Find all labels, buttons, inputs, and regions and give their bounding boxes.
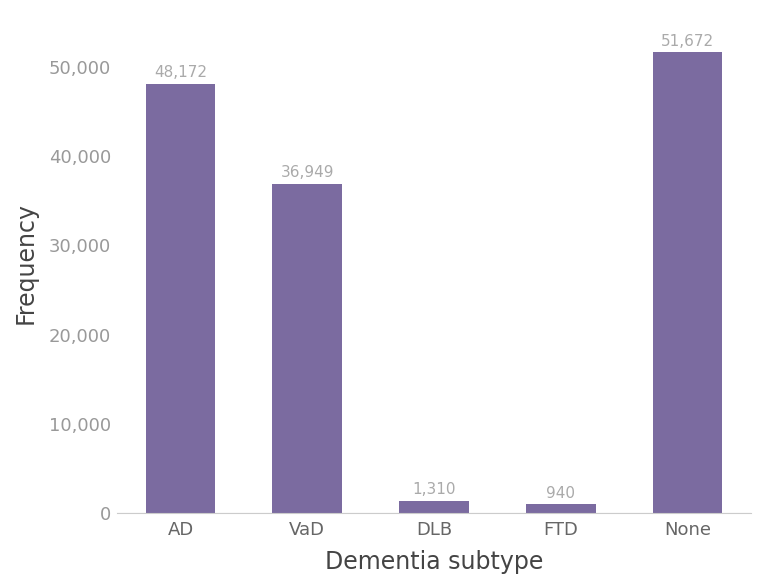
X-axis label: Dementia subtype: Dementia subtype xyxy=(325,550,543,574)
Text: 36,949: 36,949 xyxy=(281,165,334,180)
Bar xyxy=(399,501,469,513)
Bar xyxy=(145,83,215,513)
Text: 1,310: 1,310 xyxy=(412,482,456,497)
Bar xyxy=(526,505,595,513)
Y-axis label: Frequency: Frequency xyxy=(14,202,38,324)
Text: 48,172: 48,172 xyxy=(154,65,207,80)
Bar xyxy=(653,52,722,513)
Text: 940: 940 xyxy=(546,486,575,501)
Bar xyxy=(272,183,342,513)
Text: 51,672: 51,672 xyxy=(661,34,714,49)
